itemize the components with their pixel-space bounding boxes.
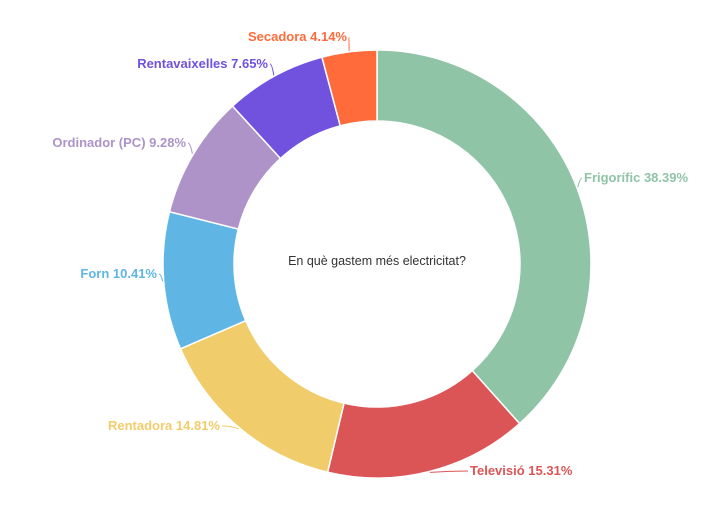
slice-label-televisi: Televisió 15.31% [470,463,573,478]
labels-group: Frigorífic 38.39% Televisió 15.31% Rentado… [52,29,688,478]
leader-line-frigor-fic [577,177,583,188]
slice-label-rentadora: Rentadora 14.81% [108,418,220,433]
leader-line-televisi [429,470,469,473]
slice-label-frigor-fic: Frigorífic 38.39% [584,170,688,185]
slice-label-ordinador-pc: Ordinador (PC) 9.28% [52,135,186,150]
slice-rentadora [179,319,345,474]
slice-label-forn: Forn 10.41% [80,266,157,281]
slice-frigor-fic [376,49,592,425]
slice-secadora [321,49,378,127]
slice-label-secadora: Secadora 4.14% [248,29,347,44]
slices-group [162,49,592,479]
slice-label-rentavaixelles: Rentavaixelles 7.65% [137,56,268,71]
leader-line-rentavaixelles [269,63,275,76]
center-title: En què gastem més electricitat? [288,254,466,268]
leader-line-ordinador-pc [187,142,193,154]
leader-line-forn [158,273,164,282]
leader-lines-group [158,36,583,473]
leader-line-rentadora [221,425,239,430]
